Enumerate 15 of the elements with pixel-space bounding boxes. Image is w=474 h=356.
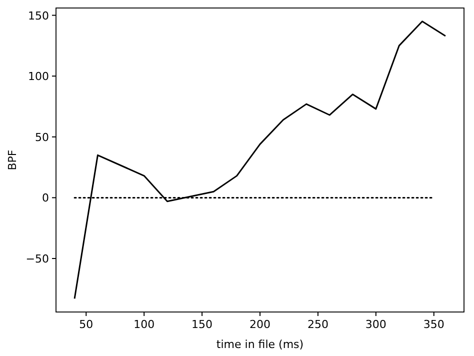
y-tick-label: 50 <box>35 130 49 144</box>
y-axis-title: BPF <box>6 150 19 170</box>
x-tick-label: 150 <box>192 318 213 331</box>
y-tick-label: −50 <box>26 252 49 266</box>
x-axis-title: time in file (ms) <box>216 338 304 351</box>
y-tick-label: 150 <box>28 9 49 22</box>
x-tick-label: 350 <box>423 318 444 331</box>
y-tick-label: 100 <box>28 70 49 84</box>
y-tick-label: 0 <box>42 192 49 205</box>
x-tick-label: 200 <box>250 318 270 331</box>
x-tick-label: 100 <box>134 318 155 331</box>
x-tick-label: 50 <box>79 318 94 331</box>
line-series <box>74 20 446 300</box>
x-tick-label: 300 <box>365 318 386 331</box>
x-tick-label: 250 <box>307 318 328 331</box>
